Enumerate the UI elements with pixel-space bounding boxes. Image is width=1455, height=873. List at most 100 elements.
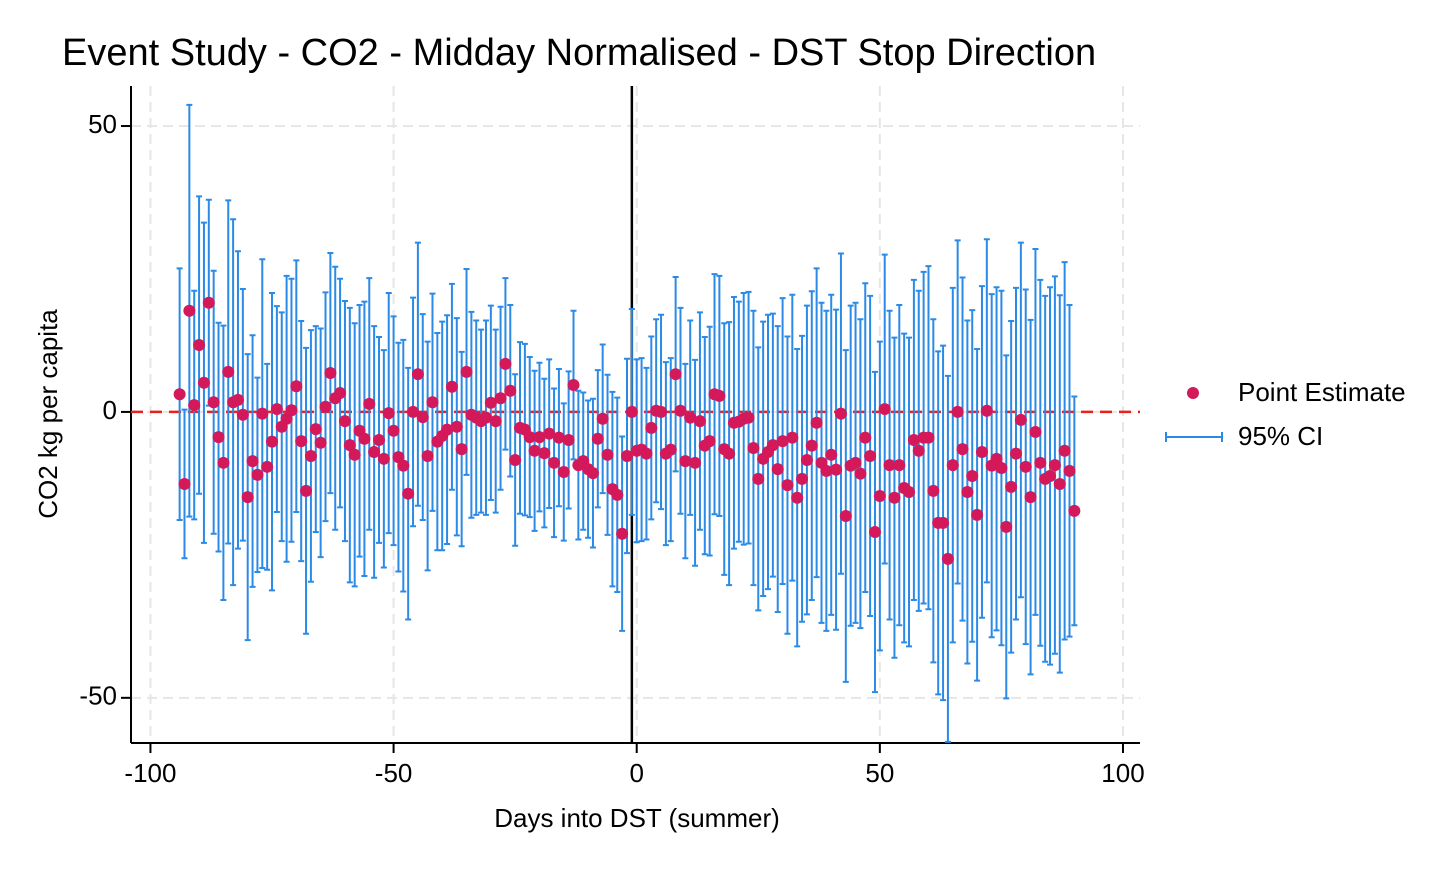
point-estimate: [820, 464, 833, 477]
legend-marker: [1165, 432, 1223, 442]
point-estimate: [786, 431, 799, 444]
point-estimate: [616, 527, 629, 540]
point-estimate: [834, 407, 847, 420]
point-estimate: [270, 403, 283, 416]
point-estimate: [231, 393, 244, 406]
point-estimate: [1010, 447, 1023, 460]
point-estimate: [387, 424, 400, 437]
point-estimate: [859, 431, 872, 444]
point-estimate: [1063, 464, 1076, 477]
point-estimate: [937, 516, 950, 529]
point-estimate: [912, 444, 925, 457]
point-estimate: [343, 439, 356, 452]
point-estimate: [611, 488, 624, 501]
point-estimate: [800, 453, 813, 466]
point-estimate: [188, 399, 201, 412]
x-tick-label: -100: [124, 758, 176, 788]
point-estimate: [625, 405, 638, 418]
point-estimate: [766, 439, 779, 452]
point-estimate: [591, 432, 604, 445]
point-estimate: [266, 435, 279, 448]
point-estimate: [295, 435, 308, 448]
point-estimate: [402, 487, 415, 500]
point-estimate: [416, 411, 429, 424]
x-tick-label: -50: [375, 758, 413, 788]
point-estimate: [839, 509, 852, 522]
point-estimate: [207, 396, 220, 409]
point-estimate: [951, 405, 964, 418]
point-estimate: [907, 433, 920, 446]
point-estimate: [742, 411, 755, 424]
point-estimate: [903, 485, 916, 498]
point-estimate: [873, 489, 886, 502]
point-estimate: [946, 459, 959, 472]
point-estimate: [674, 404, 687, 417]
point-estimate: [1029, 425, 1042, 438]
point-estimate: [1068, 504, 1081, 517]
point-estimate: [1005, 480, 1018, 493]
point-estimate: [971, 508, 984, 521]
point-estimate: [212, 431, 225, 444]
point-estimate: [980, 404, 993, 417]
point-estimate: [601, 448, 614, 461]
point-estimate: [441, 423, 454, 436]
y-tick-label: 50: [88, 109, 117, 139]
point-estimate: [324, 367, 337, 380]
point-estimate: [810, 416, 823, 429]
point-estimate: [261, 460, 274, 473]
point-estimate: [173, 388, 186, 401]
point-estimate: [460, 365, 473, 378]
point-estimate: [304, 449, 317, 462]
point-estimate: [202, 296, 215, 309]
point-estimate: [538, 447, 551, 460]
point-estimate: [499, 357, 512, 370]
point-estimate: [620, 449, 633, 462]
point-estimate: [246, 455, 259, 468]
point-estimate: [494, 392, 507, 405]
point-estimate: [854, 467, 867, 480]
point-estimate: [669, 368, 682, 381]
legend-label: Point Estimate: [1238, 377, 1406, 407]
point-estimate: [285, 404, 298, 417]
point-estimate: [723, 447, 736, 460]
point-estimate: [990, 452, 1003, 465]
point-estimate: [562, 433, 575, 446]
point-estimate: [197, 376, 210, 389]
point-estimate: [309, 423, 322, 436]
y-tick-label: -50: [79, 681, 117, 711]
point-estimate: [548, 456, 561, 469]
point-estimate: [251, 468, 264, 481]
point-estimate: [445, 380, 458, 393]
point-estimate: [372, 433, 385, 446]
point-estimate: [183, 304, 196, 317]
x-tick-label: 100: [1101, 758, 1144, 788]
point-estimate: [956, 443, 969, 456]
point-estimate: [868, 526, 881, 539]
chart-title: Event Study - CO2 - Midday Normalised - …: [62, 32, 1096, 74]
point-estimate: [363, 397, 376, 410]
point-estimate: [878, 403, 891, 416]
point-estimate: [995, 461, 1008, 474]
point-estimate: [338, 415, 351, 428]
point-estimate: [411, 368, 424, 381]
point-estimate: [864, 449, 877, 462]
point-estimate: [217, 456, 230, 469]
point-estimate: [397, 459, 410, 472]
point-estimate: [776, 435, 789, 448]
point-estimate: [596, 412, 609, 425]
point-estimate: [368, 445, 381, 458]
point-estimate: [504, 384, 517, 397]
y-tick-label: 0: [103, 395, 117, 425]
point-estimate: [689, 456, 702, 469]
point-estimate: [450, 420, 463, 433]
point-estimate: [319, 400, 332, 413]
point-estimate: [830, 463, 843, 476]
point-estimate: [664, 443, 677, 456]
point-estimate: [552, 431, 565, 444]
point-estimate: [358, 432, 371, 445]
point-estimate: [256, 407, 269, 420]
point-estimate: [484, 396, 497, 409]
point-estimate: [893, 459, 906, 472]
point-estimate: [300, 484, 313, 497]
point-estimate: [922, 431, 935, 444]
